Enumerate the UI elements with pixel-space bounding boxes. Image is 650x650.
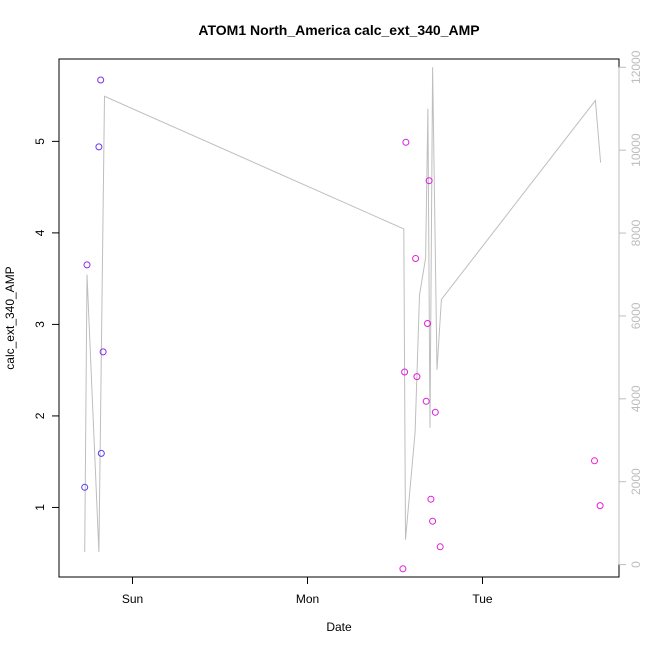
data-point [402, 138, 410, 146]
data-point [424, 320, 431, 327]
series-line-layer [84, 67, 602, 553]
series-line [84, 67, 602, 553]
y-tick-label: 2 [33, 412, 47, 419]
y2-tick-label: 2000 [629, 468, 643, 495]
x-tick-label: Mon [296, 592, 319, 606]
x-axis-label: Date [326, 620, 352, 634]
data-point [97, 449, 105, 457]
plot-frame [58, 58, 620, 578]
plot-area [58, 58, 620, 578]
data-point [591, 457, 598, 465]
data-point [425, 177, 433, 185]
data-point [596, 502, 604, 510]
data-point [83, 261, 91, 269]
data-point [81, 483, 89, 491]
y2-tick-label: 10000 [629, 133, 643, 167]
data-point [431, 408, 439, 416]
data-point [413, 373, 421, 381]
data-point [401, 368, 409, 376]
y2-tick-label: 8000 [629, 219, 643, 246]
data-point [436, 543, 444, 551]
x-tick-label: Sun [122, 592, 143, 606]
y-axis-left: 1 2 3 4 5 [33, 138, 60, 511]
y2-tick-label: 0 [629, 561, 643, 568]
data-point [429, 517, 437, 525]
data-point [427, 495, 435, 503]
data-point [399, 565, 407, 573]
data-point [422, 397, 430, 405]
y-tick-label: 5 [33, 138, 47, 145]
y2-tick-label: 12000 [629, 50, 643, 84]
y-axis-right: 0 2000 4000 6000 8000 10000 12000 [618, 50, 643, 568]
series-points-layer [81, 76, 604, 573]
data-point [95, 143, 103, 151]
data-point [97, 76, 105, 84]
y-tick-label: 1 [33, 504, 47, 511]
y-axis-label: calc_ext_340_AMP [3, 266, 17, 369]
data-point [99, 348, 107, 356]
y-tick-label: 3 [33, 321, 47, 328]
chart-title: ATOM1 North_America calc_ext_340_AMP [198, 22, 479, 38]
x-tick-label: Tue [472, 592, 493, 606]
data-point [412, 255, 420, 262]
y2-tick-label: 6000 [629, 302, 643, 329]
x-axis: Sun Mon Tue [122, 576, 493, 606]
y-tick-label: 4 [33, 229, 47, 236]
y2-tick-label: 4000 [629, 385, 643, 412]
